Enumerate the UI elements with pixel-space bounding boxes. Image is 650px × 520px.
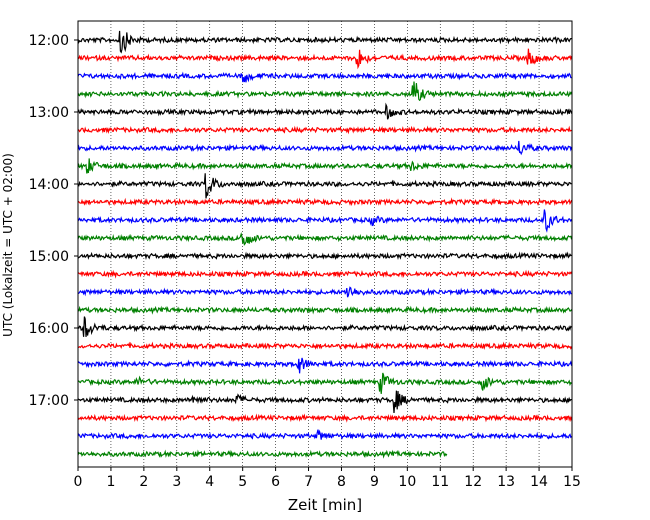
trace-1230 bbox=[77, 71, 572, 83]
x-tick-label: 5 bbox=[238, 474, 247, 490]
trace-1730 bbox=[77, 429, 573, 441]
x-tick-label: 11 bbox=[431, 474, 449, 490]
y-tick-label: 13:00 bbox=[29, 105, 69, 121]
x-gridlines bbox=[110, 21, 540, 467]
x-tick-label: 8 bbox=[337, 474, 346, 490]
y-tick-label: 16:00 bbox=[29, 321, 69, 337]
x-tick-label: 10 bbox=[398, 474, 416, 490]
y-axis-ticks: 12:00 13:00 14:00 15:00 16:00 17:00 bbox=[29, 33, 78, 409]
y-tick-label: 14:00 bbox=[29, 177, 69, 193]
x-tick-label: 15 bbox=[563, 474, 581, 490]
trace-1745 bbox=[77, 449, 448, 459]
x-tick-label: 4 bbox=[205, 474, 214, 490]
trace-1530 bbox=[77, 286, 572, 298]
trace-1200 bbox=[77, 30, 572, 54]
trace-1500 bbox=[77, 251, 572, 261]
y-axis-title: UTC (Lokalzeit = UTC + 02:00) bbox=[1, 153, 15, 337]
x-tick-label: 6 bbox=[271, 474, 280, 490]
trace-1300 bbox=[77, 102, 573, 120]
x-tick-label: 13 bbox=[497, 474, 515, 490]
trace-1415 bbox=[77, 197, 573, 207]
trace-1400 bbox=[77, 173, 572, 199]
trace-1545 bbox=[77, 305, 573, 315]
x-axis-ticks: 0 1 2 3 4 5 6 7 8 9 10 11 12 13 14 15 bbox=[74, 467, 581, 490]
y-tick-label: 15:00 bbox=[29, 249, 69, 265]
x-tick-label: 0 bbox=[74, 474, 83, 490]
x-axis-title: Zeit [min] bbox=[288, 496, 362, 514]
x-tick-label: 1 bbox=[106, 474, 115, 490]
trace-1600 bbox=[77, 316, 572, 337]
trace-1715 bbox=[77, 413, 573, 423]
trace-1215 bbox=[77, 48, 573, 70]
seismogram-traces bbox=[77, 30, 573, 459]
plot-frame bbox=[77, 20, 573, 468]
x-tick-label: 3 bbox=[172, 474, 181, 490]
x-tick-label: 12 bbox=[464, 474, 482, 490]
x-tick-label: 2 bbox=[139, 474, 148, 490]
y-tick-label: 12:00 bbox=[29, 33, 69, 49]
x-tick-label: 9 bbox=[370, 474, 379, 490]
trace-1345 bbox=[77, 158, 573, 174]
trace-1315 bbox=[77, 125, 572, 135]
trace-1615 bbox=[77, 341, 573, 351]
y-tick-label: 17:00 bbox=[29, 393, 69, 409]
trace-1515 bbox=[77, 269, 573, 279]
trace-1445 bbox=[77, 232, 573, 246]
x-tick-label: 7 bbox=[304, 474, 313, 490]
trace-1630 bbox=[77, 357, 573, 374]
trace-1330 bbox=[77, 140, 573, 156]
x-tick-label: 14 bbox=[530, 474, 548, 490]
trace-1430 bbox=[77, 209, 573, 233]
trace-1245 bbox=[77, 81, 573, 102]
trace-1700 bbox=[77, 390, 572, 413]
trace-1645 bbox=[77, 372, 573, 394]
